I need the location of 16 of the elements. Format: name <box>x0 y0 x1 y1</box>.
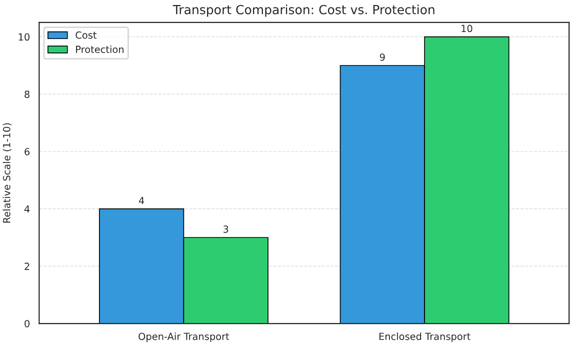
data-label: 10 <box>462 24 472 32</box>
x-tick-label: Open-Air Transport <box>138 332 230 342</box>
y-tick-label: 4 <box>24 205 30 213</box>
y-tick-label: 6 <box>24 148 30 156</box>
data-label: 4 <box>138 196 144 204</box>
legend-label: Protection <box>76 46 124 54</box>
y-axis-title: Relative Scale (1-10) <box>2 123 12 223</box>
y-tick-label: 2 <box>24 262 30 270</box>
legend-label: Cost <box>76 31 97 39</box>
data-label: 9 <box>380 53 385 61</box>
x-tick-label: Enclosed Transport <box>379 332 470 342</box>
data-label: 3 <box>223 225 228 233</box>
y-tick-label: 0 <box>24 320 30 328</box>
y-tick-label: 8 <box>24 90 30 98</box>
y-tick-label: 10 <box>18 33 30 41</box>
chart-title: Transport Comparison: Cost vs. Protection <box>172 4 434 17</box>
